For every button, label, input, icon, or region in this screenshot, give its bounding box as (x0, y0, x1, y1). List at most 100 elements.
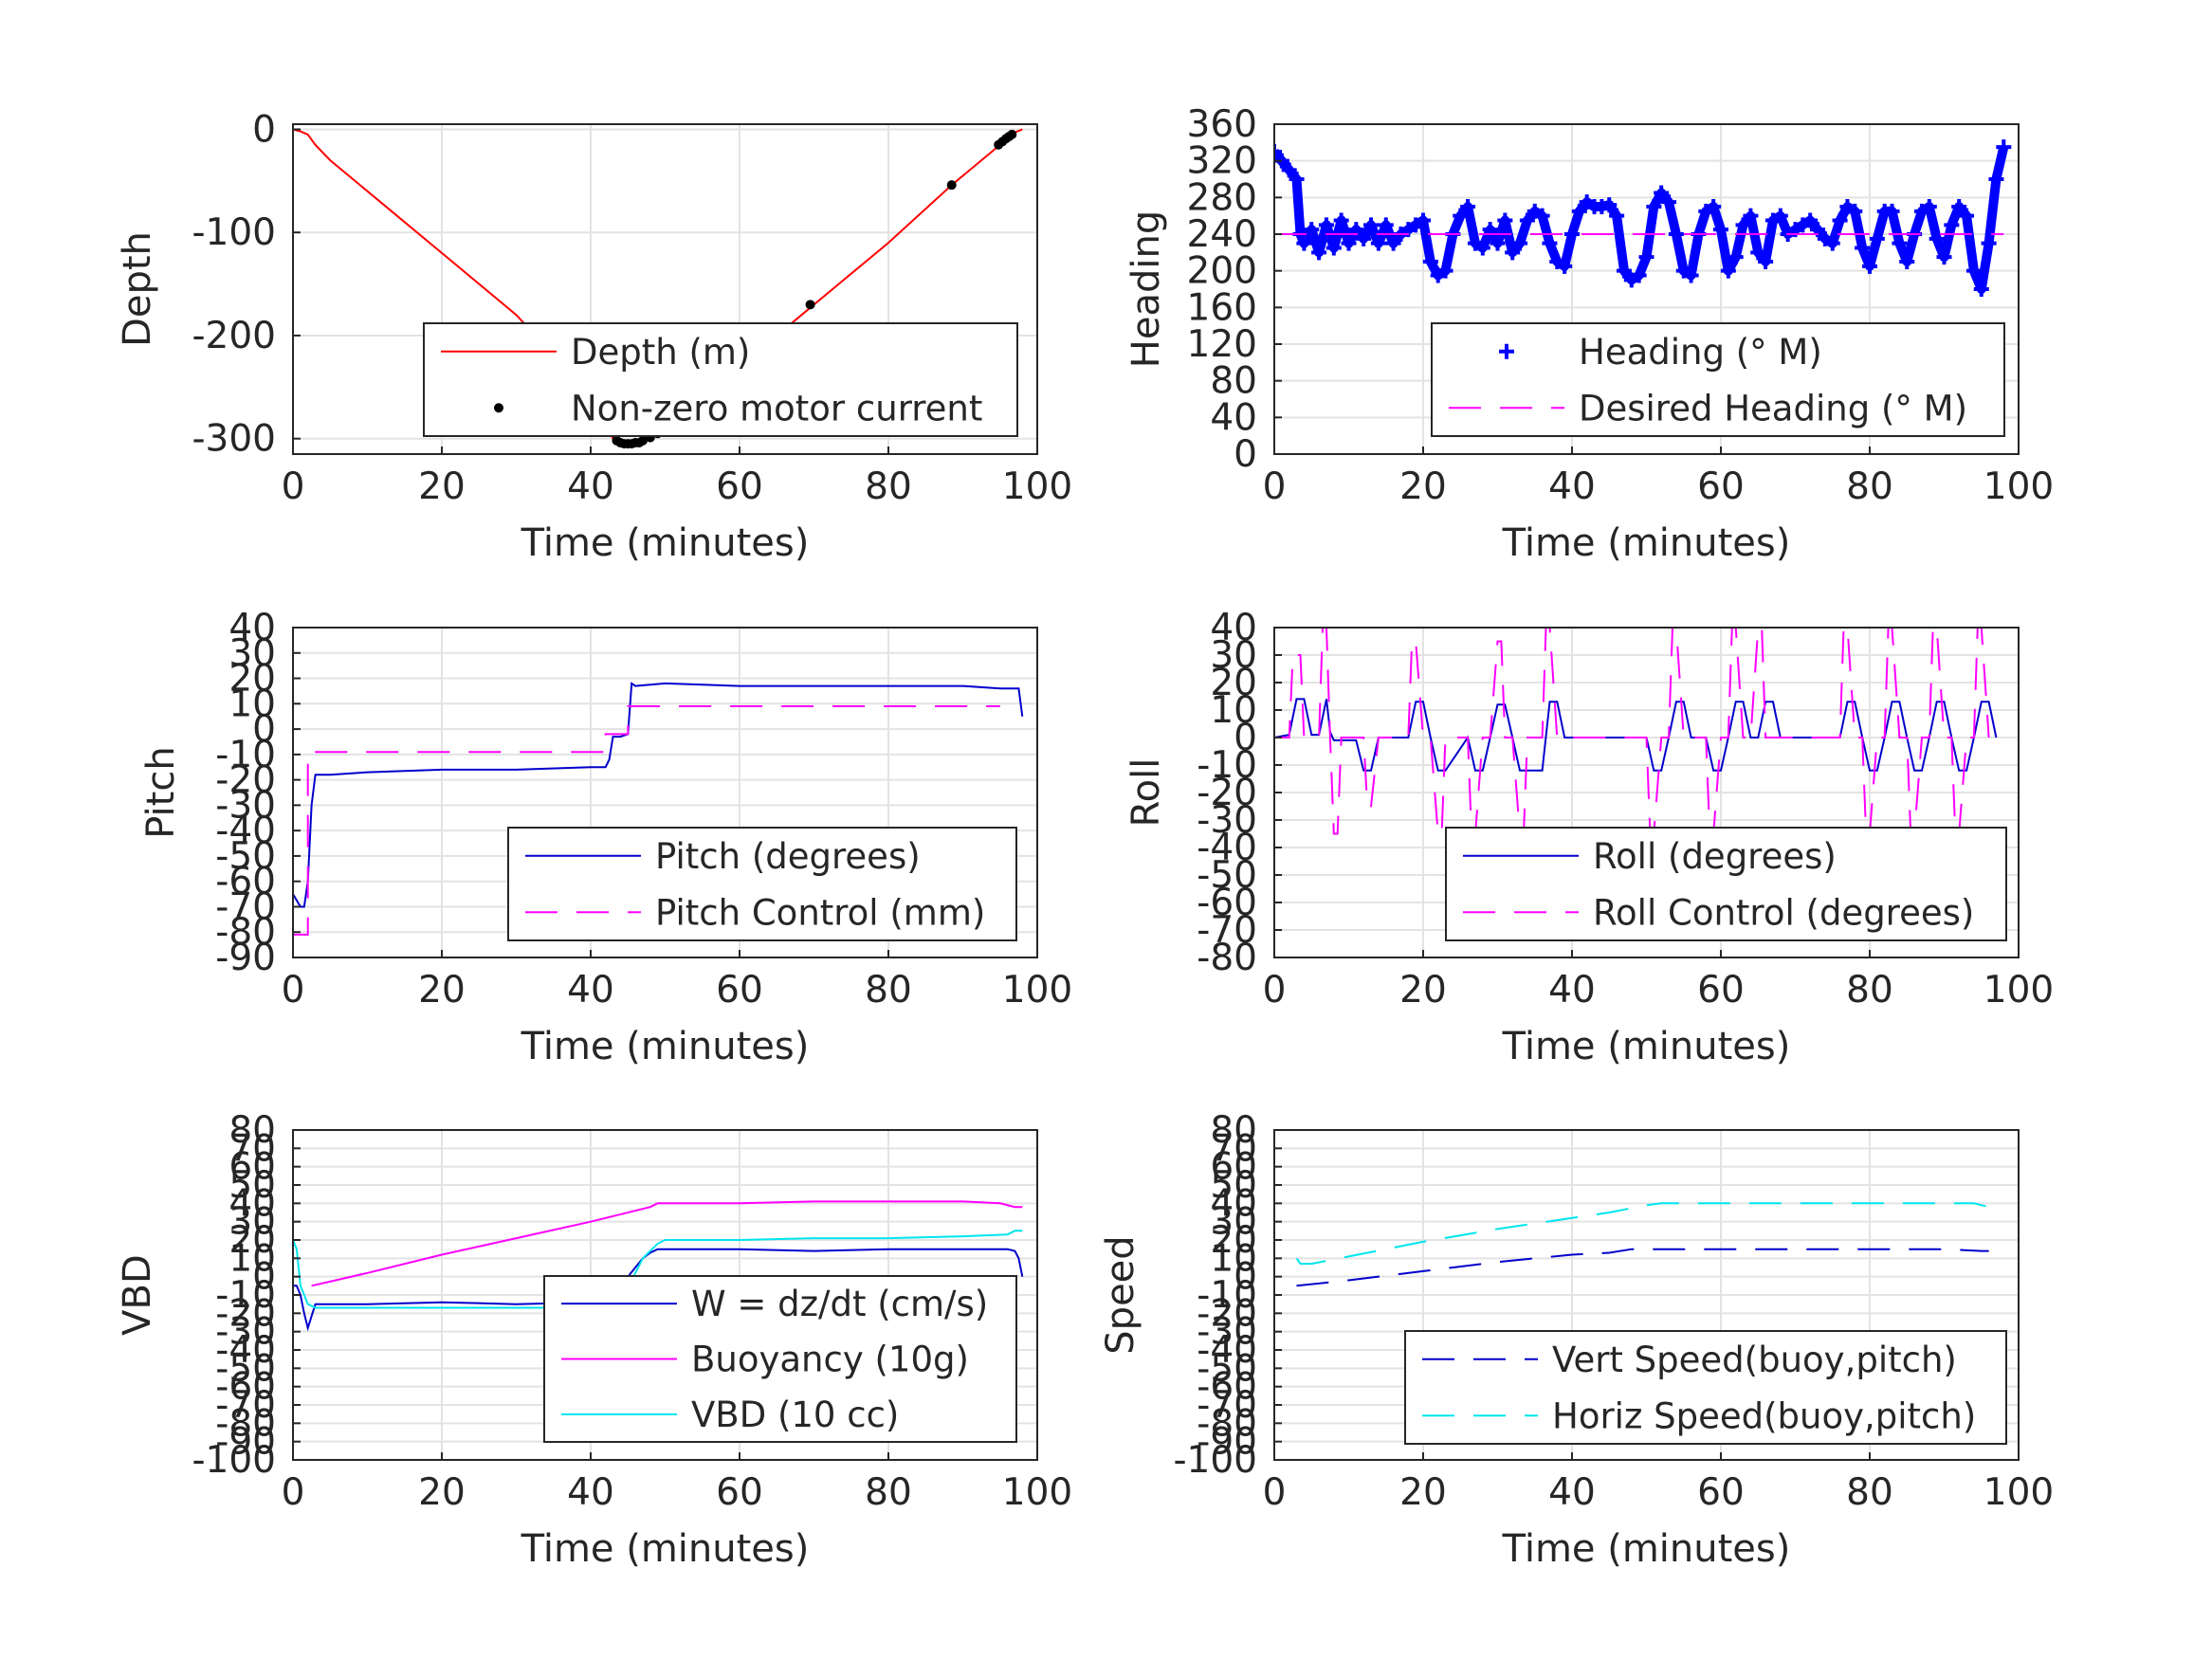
heading-xtick-label: 40 (1548, 465, 1596, 508)
roll-xlabel: Time (minutes) (1502, 1025, 1791, 1068)
vbd-ytick-label: 0 (252, 1256, 276, 1299)
speed-series-1-line (1295, 1202, 1989, 1266)
vbd-ytick-label: 10 (229, 1237, 276, 1280)
pitch-ytick-label: 40 (229, 607, 276, 649)
pitch-series-0-line (293, 682, 1024, 908)
pitch-panel: 0 20 40 60 80 100403020100-10-20-30-40-50-60-… (139, 607, 1072, 1068)
pitch-series-group (293, 682, 1024, 936)
roll-ytick-label: -60 (1197, 882, 1257, 924)
heading-ytick-label: 120 (1187, 323, 1257, 366)
speed-ytick-label: -80 (1197, 1402, 1257, 1445)
depth-legend-box (423, 322, 1018, 437)
roll-legend-box (1445, 827, 2007, 941)
vbd-legend: W = dz/dt (cm/s) Buoyancy (10g) VBD (10 cc… (543, 1275, 1017, 1443)
roll-ytick-label: 0 (1234, 717, 1257, 759)
depth-xtick-label: 100 (1002, 465, 1072, 508)
depth-xtick-label: 20 (418, 465, 466, 508)
speed-ytick-label: -60 (1197, 1366, 1257, 1409)
speed-legend: Vert Speed(buoy,pitch) Horiz Speed(buoy,p… (1404, 1330, 2007, 1445)
vbd-xtick-label: 0 (282, 1471, 305, 1514)
depth-axes-box (292, 123, 1038, 455)
depth-xtick-label: 60 (716, 465, 763, 508)
speed-xtick-label: 60 (1697, 1471, 1745, 1514)
speed-series-group (1295, 1202, 1989, 1287)
pitch-ytick-label: -10 (215, 734, 276, 776)
roll-ytick-label: -50 (1197, 854, 1257, 897)
depth-ytick-label: -200 (192, 315, 276, 357)
heading-ytick-label: 160 (1187, 286, 1257, 329)
speed-xtick-label: 20 (1399, 1471, 1447, 1514)
depth-series-1-point (637, 435, 648, 446)
roll-xtick-label: 40 (1548, 969, 1596, 1012)
speed-xtick-label: 100 (1983, 1471, 2054, 1514)
vbd-xtick-label: 60 (716, 1471, 763, 1514)
vbd-ytick-label: -30 (215, 1311, 276, 1354)
depth-series-1-point (946, 180, 957, 191)
roll-ytick-label: -30 (1197, 799, 1257, 842)
vbd-ytick-label: -40 (215, 1329, 276, 1372)
roll-ytick-label: -40 (1197, 827, 1257, 869)
vbd-legend-label: VBD (10 cc) (691, 1395, 899, 1435)
roll-series-1-line (1274, 628, 1990, 835)
vbd-ytick-label: -70 (215, 1384, 276, 1427)
depth-series-1-point (805, 300, 815, 310)
vbd-xtick-label: 20 (418, 1471, 466, 1514)
speed-ytick-label: 20 (1210, 1219, 1257, 1262)
speed-ytick-label: 40 (1210, 1182, 1257, 1225)
pitch-axes-box (292, 627, 1038, 958)
heading-legend-key (1499, 343, 1514, 359)
pitch-legend: Pitch (degrees) Pitch Control (mm) (507, 827, 1017, 941)
pitch-xlabel: Time (minutes) (521, 1025, 810, 1068)
speed-ytick-label: 0 (1234, 1256, 1257, 1299)
vbd-ytick-label: 70 (229, 1127, 276, 1170)
vbd-ytick-label: -100 (192, 1439, 276, 1482)
speed-ytick-label: -50 (1197, 1347, 1257, 1390)
pitch-xtick-label: 60 (716, 969, 763, 1012)
depth-legend-key (494, 403, 503, 413)
heading-legend: Heading (° M) Desired Heading (° M) (1431, 322, 2005, 437)
roll-ytick-label: 30 (1210, 634, 1257, 677)
vbd-ytick-label: 60 (229, 1146, 276, 1189)
heading-ytick-label: 80 (1210, 360, 1257, 403)
vbd-xtick-label: 80 (865, 1471, 912, 1514)
vbd-ylabel: VBD (116, 1254, 159, 1336)
heading-ylabel: Heading (1124, 210, 1168, 368)
roll-legend-label: Roll Control (degrees) (1593, 892, 1974, 933)
roll-xtick-label: 60 (1697, 969, 1745, 1012)
depth-legend-label: Depth (m) (571, 332, 750, 373)
speed-ytick-label: -100 (1173, 1439, 1257, 1482)
heading-legend-label: Desired Heading (° M) (1579, 388, 1967, 428)
speed-ytick-label: -40 (1197, 1329, 1257, 1372)
speed-legend-label: Vert Speed(buoy,pitch) (1552, 1340, 1957, 1380)
vbd-ytick-label: 50 (229, 1164, 276, 1207)
pitch-legend-label: Pitch Control (mm) (655, 892, 985, 933)
depth-xtick-label: 40 (567, 465, 614, 508)
speed-ytick-label: 60 (1210, 1146, 1257, 1189)
speed-xtick-label: 80 (1846, 1471, 1893, 1514)
speed-xtick-label: 0 (1263, 1471, 1287, 1514)
depth-legend-label: Non-zero motor current (571, 388, 982, 428)
speed-legend-label: Horiz Speed(buoy,pitch) (1552, 1395, 1976, 1436)
vbd-legend-label: W = dz/dt (cm/s) (691, 1284, 988, 1324)
pitch-ytick-label: -20 (215, 759, 276, 802)
heading-series-group (1274, 139, 2012, 297)
vbd-ytick-label: -90 (215, 1421, 276, 1464)
pitch-ytick-label: -90 (215, 937, 276, 979)
depth-series-group (293, 128, 1023, 449)
vbd-ytick-label: -80 (215, 1402, 276, 1445)
speed-ytick-label: 30 (1210, 1201, 1257, 1244)
roll-ytick-label: 40 (1210, 607, 1257, 649)
heading-ytick-label: 360 (1187, 103, 1257, 146)
heading-panel: 0 20 40 60 80 10004080120160200240280320360Ti… (1124, 103, 2054, 565)
pitch-ytick-label: 30 (229, 632, 276, 675)
heading-xtick-label: 80 (1846, 465, 1893, 508)
depth-legend: Depth (m) Non-zero motor current (423, 322, 1018, 437)
vbd-xtick-label: 100 (1002, 1471, 1072, 1514)
heading-legend-label: Heading (° M) (1579, 332, 1822, 373)
heading-ytick-label: 0 (1234, 433, 1257, 476)
pitch-legend-label: Pitch (degrees) (655, 836, 921, 877)
depth-ytick-label: -300 (192, 418, 276, 461)
roll-xtick-label: 80 (1846, 969, 1893, 1012)
pitch-xtick-label: 0 (282, 969, 305, 1012)
